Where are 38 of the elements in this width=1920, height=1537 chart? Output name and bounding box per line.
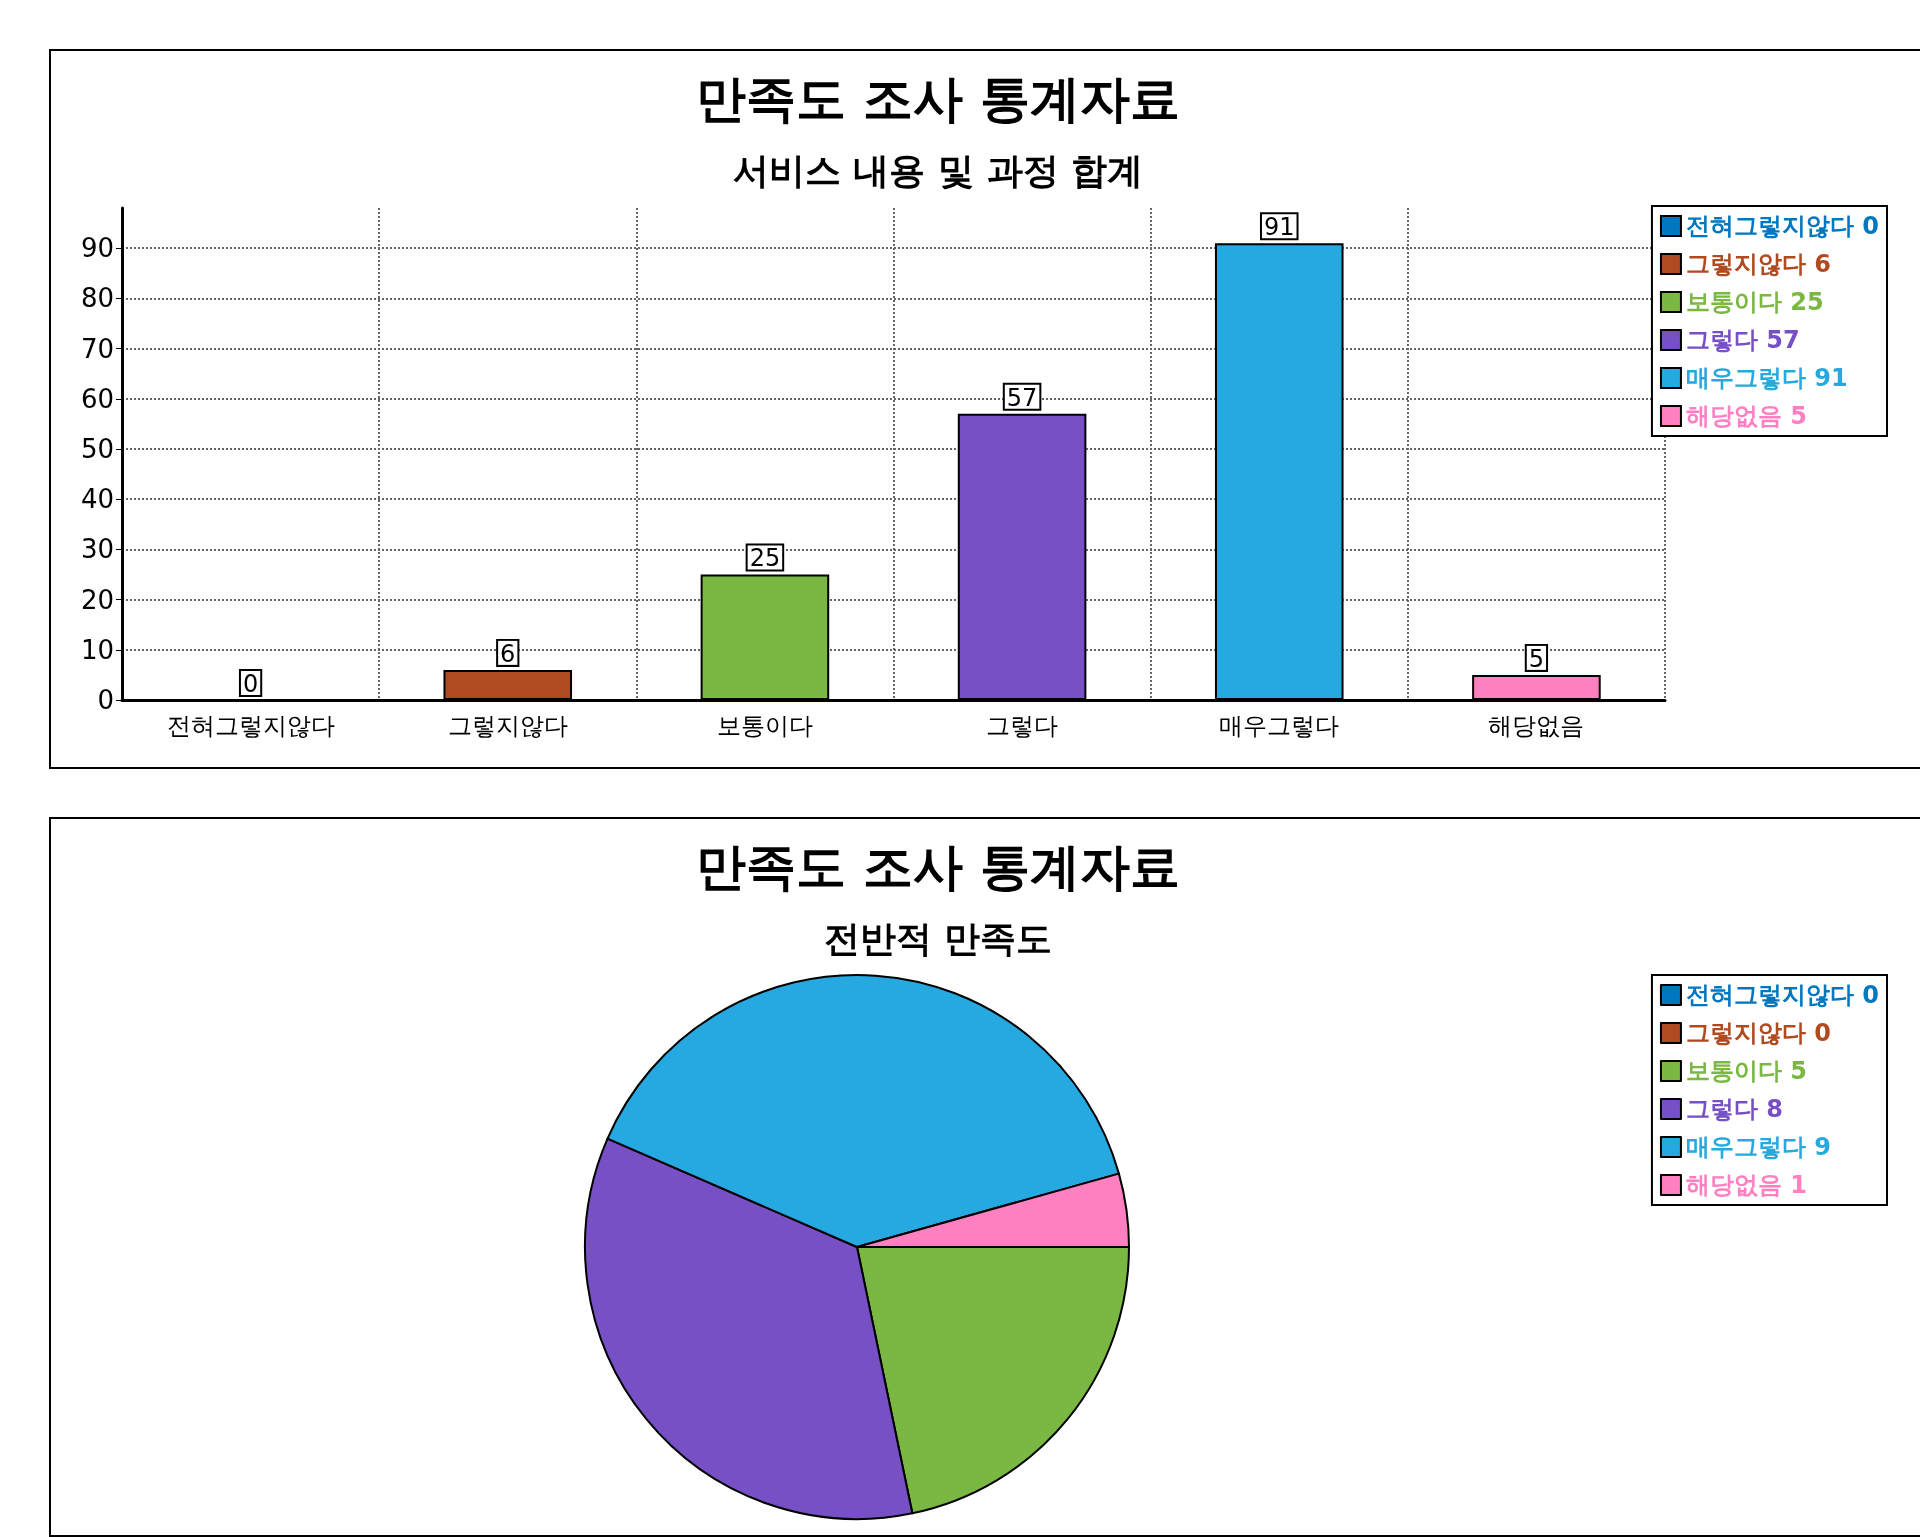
x-tick-label: 매우그렇다 (1219, 712, 1340, 740)
legend-label: 전혀그렇지않다 0 (1685, 981, 1880, 1009)
y-tick-label: 10 (80, 634, 114, 665)
legend-label: 그렇지않다 0 (1685, 1019, 1832, 1047)
chart-subtitle: 서비스 내용 및 과정 합계 (732, 149, 1144, 191)
y-tick-label: 90 (80, 233, 114, 264)
y-tick-label: 50 (80, 433, 114, 464)
data-label: 0 (242, 670, 259, 698)
chart-title: 만족도 조사 통계자료 (695, 70, 1181, 128)
y-tick-label: 20 (80, 584, 114, 615)
data-label: 57 (1006, 383, 1038, 412)
legend-label: 보통이다 5 (1685, 1057, 1808, 1085)
chart-subtitle: 전반적 만족도 (823, 917, 1053, 959)
legend-label: 그렇지않다 6 (1685, 250, 1832, 278)
data-label: 91 (1263, 213, 1295, 242)
y-tick-label: 80 (80, 283, 114, 314)
chart-title: 만족도 조사 통계자료 (695, 838, 1181, 896)
legend-label: 매우그렇다 91 (1685, 364, 1848, 392)
data-label: 5 (1528, 644, 1545, 673)
x-tick-label: 보통이다 (716, 712, 813, 740)
data-label: 6 (500, 639, 516, 668)
x-tick-label: 그렇지않다 (447, 712, 568, 740)
y-tick-label: 40 (80, 484, 114, 515)
legend-label: 전혀그렇지않다 0 (1685, 212, 1880, 240)
data-label: 25 (749, 544, 781, 573)
legend-label: 해당없음 5 (1685, 402, 1808, 430)
y-tick-label: 0 (97, 685, 114, 715)
y-tick-label: 60 (80, 383, 114, 414)
y-tick-label: 70 (80, 333, 114, 364)
legend-label: 그렇다 8 (1685, 1095, 1784, 1123)
x-tick-label: 해당없음 (1488, 712, 1585, 740)
legend-label: 해당없음 1 (1685, 1171, 1808, 1199)
legend-label: 그렇다 57 (1685, 326, 1800, 354)
legend-label: 매우그렇다 9 (1685, 1133, 1832, 1161)
y-tick-label: 30 (80, 534, 114, 565)
x-tick-label: 그렇다 (986, 712, 1059, 740)
legend-label: 보통이다 25 (1685, 288, 1824, 316)
x-tick-label: 전혀그렇지않다 (166, 712, 335, 740)
